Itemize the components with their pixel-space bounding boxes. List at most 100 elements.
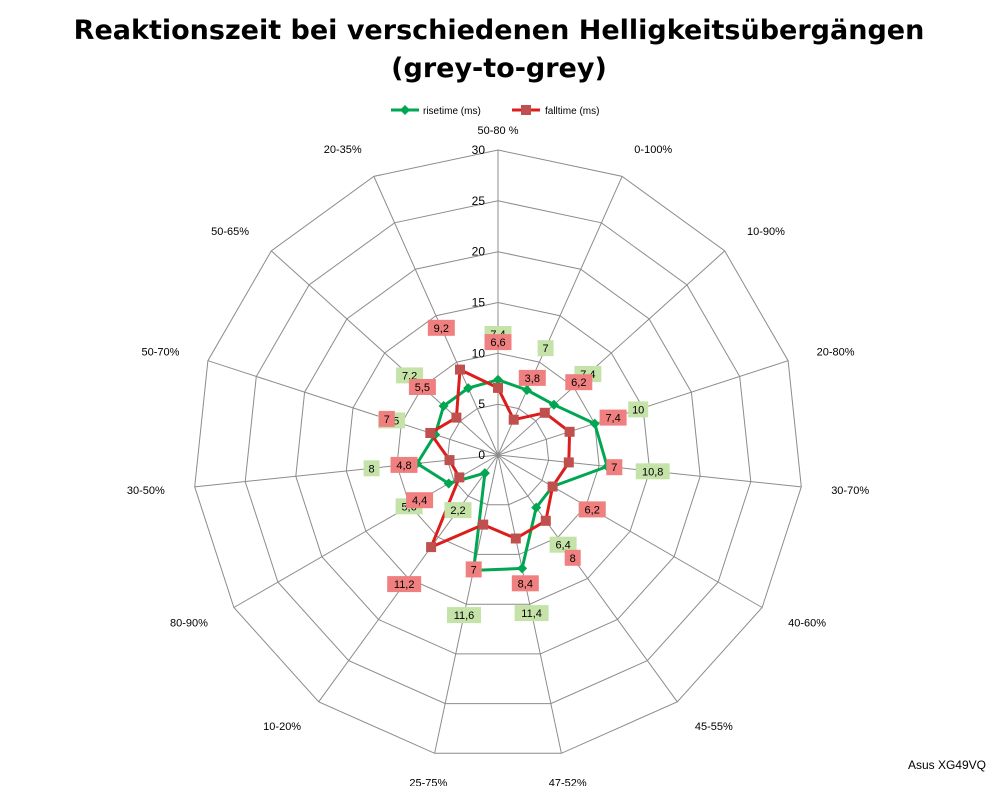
chart-title: Reaktionszeit bei verschiedenen Helligke…	[0, 12, 998, 88]
radial-tick-label: 25	[472, 194, 486, 208]
category-label: 80-90%	[170, 618, 208, 630]
data-point-risetime	[443, 478, 454, 489]
data-label-text: 8,4	[518, 578, 533, 590]
data-label-bg	[387, 576, 422, 593]
series-layer	[412, 364, 613, 576]
data-label-falltime: 7	[606, 459, 623, 476]
data-label-falltime: 4,4	[406, 492, 434, 509]
data-label-bg	[549, 536, 577, 553]
data-label-text: 2,2	[450, 505, 465, 517]
data-label-bg	[599, 409, 627, 426]
grid-ring-20	[295, 251, 701, 655]
grid-spoke	[497, 454, 763, 608]
data-label-text: 4,4	[412, 495, 427, 507]
data-point-falltime	[455, 364, 465, 375]
data-point-falltime	[539, 407, 550, 418]
category-label: 50-70%	[141, 347, 179, 359]
data-point-risetime	[463, 383, 474, 394]
data-point-falltime	[547, 481, 558, 492]
legend-marker-falltime	[521, 105, 531, 115]
data-label-text: 10,8	[642, 466, 663, 478]
data-label-bg	[465, 561, 482, 578]
data-label-risetime: 10,8	[635, 463, 670, 480]
data-label-bg	[447, 607, 481, 624]
grid-spoke	[373, 176, 499, 456]
data-label-risetime: 11,4	[514, 605, 549, 622]
legend-item-falltime: falltime (ms)	[512, 105, 599, 117]
data-label-text: 11,4	[521, 608, 542, 620]
data-point-risetime	[493, 374, 503, 385]
data-point-risetime	[548, 399, 559, 410]
data-label-bg	[537, 340, 554, 357]
data-point-risetime	[479, 468, 490, 479]
series-line-falltime	[428, 368, 572, 549]
grid-spoke	[497, 250, 726, 456]
radial-tick-label: 5	[478, 397, 485, 411]
data-label-text: 6,2	[571, 377, 586, 389]
data-label-bg	[514, 605, 549, 622]
radial-tick-label: 30	[472, 143, 486, 157]
legend: risetime (ms) falltime (ms)	[391, 105, 599, 117]
data-label-falltime: 5,5	[408, 379, 436, 395]
data-label-falltime: 3,8	[518, 369, 546, 386]
data-label-bg	[390, 456, 418, 473]
data-label-text: 4,8	[396, 460, 411, 472]
data-label-risetime: 2,2	[444, 502, 472, 519]
radar-grid	[194, 149, 802, 754]
category-label: 25-75%	[409, 778, 447, 786]
category-label: 50-80 %	[478, 125, 519, 137]
data-point-falltime	[451, 412, 462, 423]
grid-spoke	[207, 360, 499, 456]
grid-spoke	[497, 176, 623, 456]
grid-spoke	[434, 454, 499, 754]
legend-item-risetime: risetime (ms)	[391, 105, 481, 117]
data-label-text: 10	[632, 404, 644, 416]
chart-title-line2: (grey-to-grey)	[391, 53, 607, 84]
legend-label-risetime: risetime (ms)	[423, 106, 481, 117]
grid-ring-5	[446, 403, 550, 506]
radial-tick-label: 10	[472, 346, 486, 360]
data-label-bg	[635, 463, 670, 480]
data-point-falltime	[563, 457, 574, 468]
data-label-falltime: 6,2	[565, 374, 593, 391]
data-point-falltime	[510, 533, 521, 544]
data-point-falltime	[478, 519, 489, 530]
data-label-bg	[427, 319, 455, 336]
radial-tick-label: 0	[478, 448, 485, 462]
data-label-bg	[565, 374, 593, 391]
legend-label-falltime: falltime (ms)	[545, 106, 599, 117]
category-label: 40-60%	[788, 618, 826, 630]
data-point-falltime	[444, 455, 455, 466]
data-label-bg	[363, 460, 380, 477]
category-label: 10-90%	[747, 226, 785, 238]
data-point-risetime	[531, 502, 542, 513]
category-label: 10-20%	[263, 721, 301, 733]
data-point-risetime	[517, 563, 528, 574]
data-label-bg	[606, 459, 623, 476]
data-label-text: 8	[570, 553, 576, 565]
data-point-falltime	[425, 428, 436, 438]
data-label-bg	[578, 501, 606, 518]
data-label-bg	[444, 502, 472, 519]
data-point-falltime	[540, 515, 551, 526]
data-point-falltime	[426, 542, 437, 553]
data-label-text: 7	[543, 343, 549, 355]
data-label-risetime: 10	[628, 401, 649, 418]
data-label-text: 6,6	[490, 337, 505, 349]
grid-ring-25	[244, 200, 752, 705]
data-label-risetime: 6,4	[549, 536, 577, 553]
data-label-text: 11,6	[454, 610, 475, 622]
category-label: 47-52%	[549, 778, 587, 786]
data-point-falltime	[493, 382, 503, 393]
data-label-bg	[408, 379, 436, 395]
grid-spoke	[233, 454, 499, 608]
data-point-falltime	[508, 414, 519, 425]
data-label-falltime: 7,4	[599, 409, 627, 426]
data-point-risetime	[589, 418, 600, 429]
data-label-text: 7	[611, 462, 617, 474]
radial-axis-ticks: 0 5 10 15 20 25 30	[472, 143, 486, 462]
data-point-risetime	[438, 401, 449, 411]
data-label-falltime: 9,2	[427, 319, 455, 336]
data-label-bg	[406, 492, 434, 509]
data-label-text: 3,8	[525, 373, 540, 385]
